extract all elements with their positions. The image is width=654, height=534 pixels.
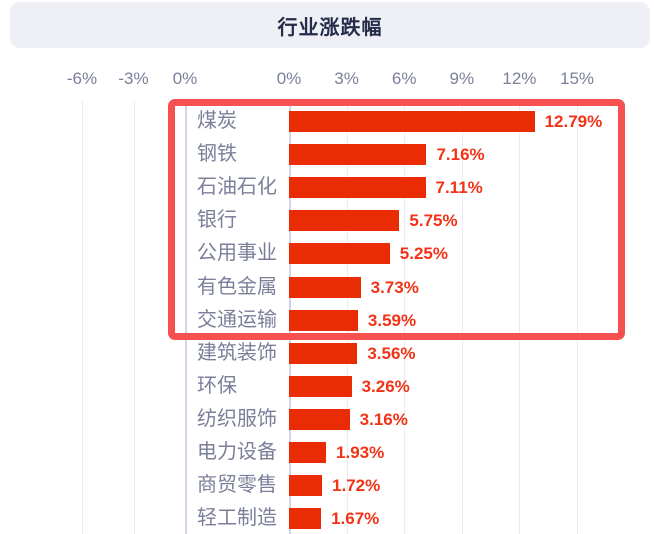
x-axis-tick-label: 3% [334, 69, 359, 88]
x-axis-tick-label: 0% [276, 69, 302, 88]
axis-zero-line [185, 101, 187, 534]
category-label: 建筑装饰 [197, 341, 277, 364]
gridline [577, 101, 578, 534]
category-label: 轻工制造 [197, 507, 277, 530]
bar [289, 442, 327, 463]
x-axis-tick-label: 9% [449, 69, 475, 88]
value-label: 3.26% [361, 376, 410, 396]
bar [289, 243, 390, 265]
bar [289, 408, 350, 430]
value-label: 5.75% [409, 211, 458, 231]
category-label: 银行 [197, 209, 237, 232]
category-label: 环保 [197, 374, 237, 397]
chart-title: 行业涨跌幅 [277, 16, 383, 39]
gridline [133, 101, 135, 534]
chart-title-bar: 行业涨跌幅 [10, 2, 650, 48]
category-label: 纺织服饰 [197, 407, 277, 430]
gridline [519, 101, 521, 534]
value-label: 3.59% [367, 310, 417, 330]
gridline [404, 101, 406, 534]
bar [289, 177, 426, 199]
category-label: 电力设备 [197, 441, 277, 463]
value-label: 7.11% [435, 178, 483, 198]
bar [289, 144, 427, 166]
bar [289, 309, 358, 331]
value-label: 7.16% [436, 145, 485, 165]
bar [289, 475, 323, 497]
x-axis-tick-label: 12% [502, 69, 537, 88]
value-label: 1.93% [336, 443, 385, 462]
bar [289, 342, 358, 364]
bar [289, 508, 322, 530]
value-label: 3.73% [370, 277, 419, 297]
x-axis: -6% -3% 0% 0% 3% 6% 9% 12% 15% [0, 66, 654, 92]
x-axis-tick-label: 6% [391, 69, 417, 88]
gridline [82, 101, 83, 534]
value-label: 12.79% [544, 112, 603, 131]
x-axis-tick-label: -6% [66, 69, 98, 88]
value-label: 1.72% [332, 476, 381, 496]
bar [289, 276, 361, 298]
x-axis-tick-label: -3% [118, 69, 149, 88]
bar [289, 111, 535, 132]
category-label: 煤炭 [197, 110, 237, 132]
value-label: 5.25% [399, 244, 448, 264]
value-label: 3.56% [367, 343, 416, 363]
bar [289, 210, 400, 232]
x-axis-tick-label: 0% [172, 69, 198, 88]
bar [289, 375, 352, 397]
category-label: 钢铁 [197, 143, 237, 166]
value-label: 3.16% [359, 409, 408, 429]
category-label: 商贸零售 [197, 474, 277, 497]
x-axis-tick-label: 15% [559, 69, 595, 88]
category-label: 有色金属 [197, 275, 277, 298]
category-label: 石油石化 [197, 176, 277, 199]
value-label: 1.67% [331, 509, 380, 529]
category-label: 公用事业 [197, 242, 277, 265]
gridline [461, 101, 463, 534]
category-label: 交通运输 [197, 308, 277, 331]
